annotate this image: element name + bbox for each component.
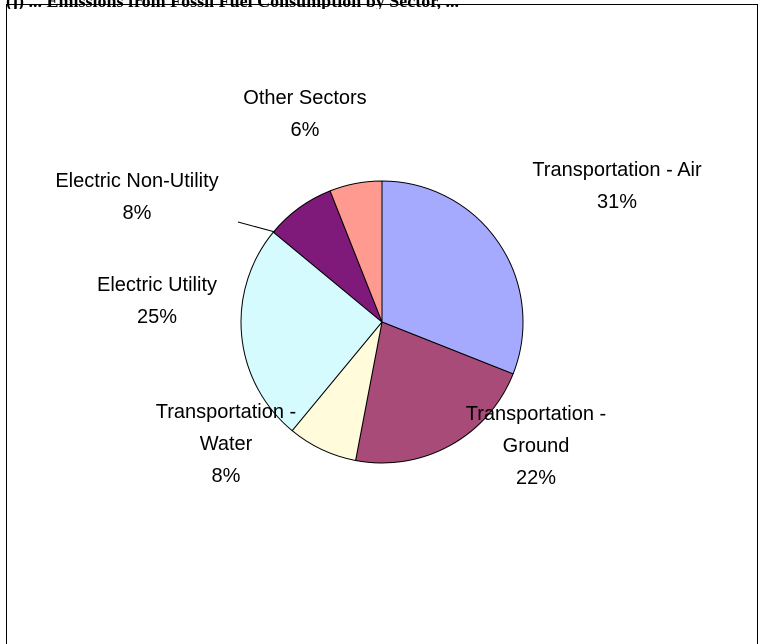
slice-name: Transportation - Air	[532, 159, 702, 181]
slice-label-2: Transportation - Water 8%	[156, 401, 296, 487]
slice-label-1: Transportation - Ground 22%	[466, 403, 606, 489]
leader-line-electric-non-utility	[237, 221, 276, 233]
chart-frame	[6, 4, 758, 644]
slice-percent: 31%	[597, 191, 637, 213]
pie-slice-1	[354, 321, 514, 464]
slice-label-4: Electric Non-Utility 8%	[55, 170, 218, 224]
slice-percent: 8%	[212, 465, 241, 487]
slice-name: Ground	[503, 435, 570, 457]
slice-percent: 22%	[516, 467, 556, 489]
slice-label-5: Other Sectors 6%	[243, 87, 366, 141]
slice-name: Electric Utility	[97, 274, 217, 296]
pie-slice-3	[240, 231, 383, 432]
pie-slice-5	[329, 180, 383, 323]
slice-name: Electric Non-Utility	[55, 170, 218, 192]
slice-name: Water	[200, 433, 253, 455]
slice-percent: 8%	[123, 202, 152, 224]
slice-percent: 25%	[137, 306, 177, 328]
slice-label-3: Electric Utility 25%	[97, 274, 217, 328]
slice-label-0: Transportation - Air 31%	[532, 159, 702, 213]
pie-slice-0	[381, 180, 524, 375]
slice-name: Transportation -	[466, 403, 606, 425]
slice-name: Transportation -	[156, 401, 296, 423]
slice-name: Other Sectors	[243, 87, 366, 109]
slice-percent: 6%	[291, 119, 320, 141]
